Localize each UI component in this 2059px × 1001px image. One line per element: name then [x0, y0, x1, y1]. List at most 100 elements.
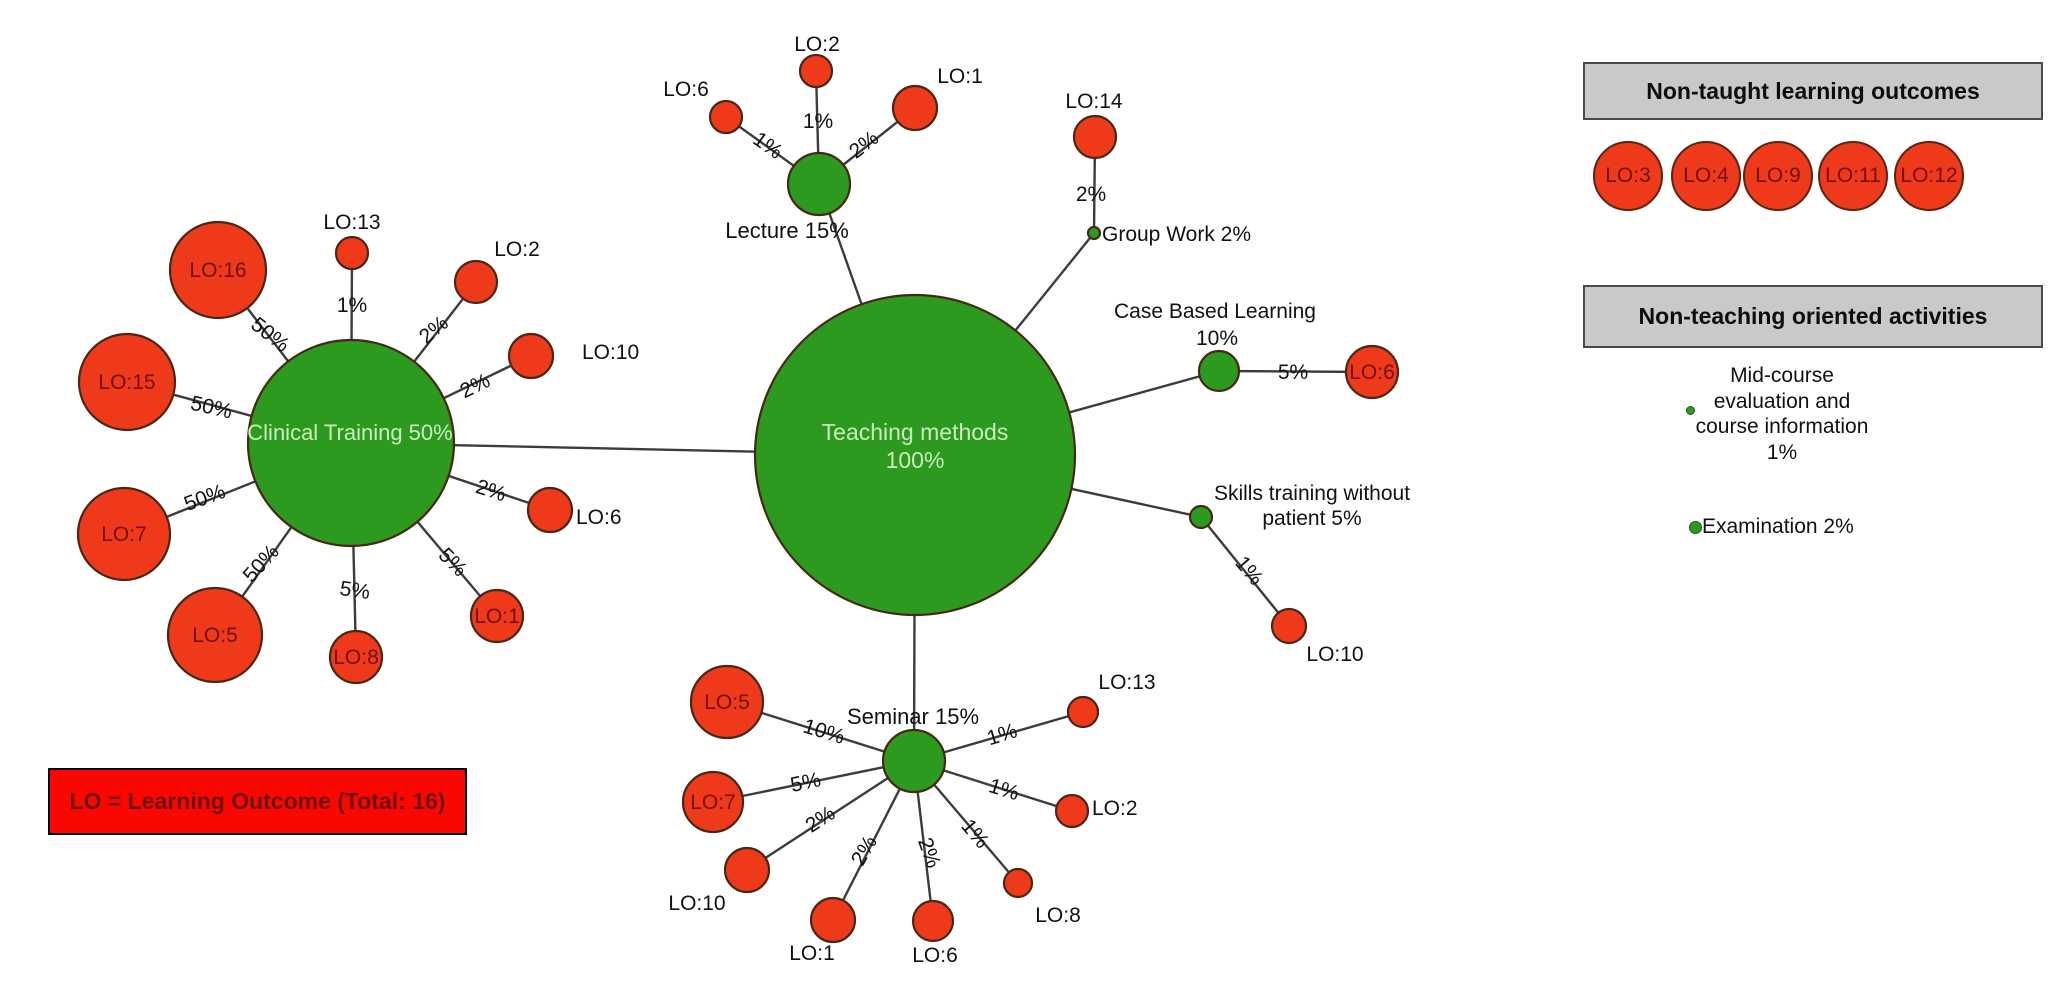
node-sk-lo10 — [1270, 607, 1308, 645]
non-taught-lo3-circle: LO:3 — [1593, 141, 1663, 211]
node-label-teaching-1: 100% — [886, 447, 945, 473]
edge-label-cl-lo7: 50% — [181, 480, 228, 516]
node-cl-lo16 — [168, 220, 268, 320]
node-cl-lo8 — [328, 629, 384, 685]
edge-skills-sk-lo10 — [1200, 516, 1290, 627]
node-label-sem-lo13-0: LO:13 — [1098, 671, 1155, 694]
edge-label-cl-lo6: 2% — [473, 475, 509, 506]
node-label-cl-lo15-0: LO:15 — [98, 371, 155, 394]
node-gw-lo14 — [1072, 114, 1118, 160]
node-label-cl-lo6-0: LO:6 — [576, 506, 622, 529]
node-label-teaching-0: Teaching methods — [822, 419, 1009, 445]
non-taught-lo3-label: LO:3 — [1605, 164, 1651, 187]
edge-label-sem-lo7: 5% — [788, 768, 822, 797]
node-label-clinical-0: Clinical Training 50% — [247, 420, 452, 445]
non-teaching-activities-title: Non-teaching oriented activities — [1638, 303, 1988, 329]
node-cl-lo15 — [77, 332, 177, 432]
non-taught-lo4-circle: LO:4 — [1671, 141, 1741, 211]
node-sem-lo6 — [911, 899, 955, 943]
node-sem-lo13 — [1066, 695, 1100, 729]
non-taught-lo11-label: LO:11 — [1825, 164, 1881, 187]
edge-label-sk-lo10: 1% — [1230, 552, 1267, 590]
edge-label-sem-lo6: 2% — [913, 835, 945, 871]
node-cl-lo7 — [76, 486, 172, 582]
node-lec-lo6 — [708, 99, 744, 135]
midcourse-line-4: 1% — [1766, 440, 1798, 464]
node-lecture — [786, 151, 852, 217]
non-taught-lo9-circle: LO:9 — [1743, 141, 1813, 211]
node-label-sem-lo10-0: LO:10 — [668, 892, 725, 915]
edge-seminar-sem-lo10 — [746, 759, 915, 872]
node-label-lecture-0: Lecture 15% — [725, 218, 849, 243]
edge-label-gw-lo14: 2% — [1076, 183, 1106, 206]
node-casebased — [1197, 349, 1241, 393]
non-taught-lo12-label: LO:12 — [1900, 164, 1958, 187]
node-sem-lo8 — [1002, 867, 1034, 899]
node-label-cbl-lo6-0: LO:6 — [1349, 361, 1395, 384]
non-taught-outcomes-title: Non-taught learning outcomes — [1646, 77, 1980, 104]
node-label-cl-lo16-0: LO:16 — [189, 259, 246, 282]
edge-label-sem-lo1: 2% — [847, 832, 882, 870]
non-teaching-activities-header: Non-teaching oriented activities — [1583, 285, 2043, 348]
edge-label-cbl-lo6: 5% — [1278, 361, 1308, 384]
node-sem-lo10 — [723, 846, 771, 894]
lo-note-text: LO = Learning Outcome (Total: 16) — [69, 788, 446, 814]
edge-label-lec-lo6: 1% — [749, 128, 787, 164]
edge-label-cl-lo8: 5% — [338, 577, 371, 604]
node-groupwork — [1086, 225, 1102, 241]
node-label-lec-lo6-0: LO:6 — [663, 78, 709, 101]
node-sem-lo2 — [1054, 793, 1090, 829]
node-teaching — [753, 293, 1077, 617]
node-label-gw-lo14-0: LO:14 — [1065, 90, 1123, 113]
node-label-skills-1: patient 5% — [1262, 507, 1361, 530]
node-label-cl-lo8-0: LO:8 — [333, 646, 379, 669]
node-skills — [1188, 504, 1214, 530]
examination-label: Examination 2% — [1702, 515, 1854, 538]
node-lec-lo1 — [891, 84, 939, 132]
node-label-lec-lo2-0: LO:2 — [794, 33, 840, 56]
edge-label-sem-lo5: 10% — [800, 715, 847, 749]
edge-label-cl-lo16: 50% — [246, 313, 293, 357]
node-label-cl-lo7-0: LO:7 — [101, 523, 147, 546]
non-taught-lo4-label: LO:4 — [1683, 164, 1729, 187]
midcourse-dot — [1686, 406, 1695, 415]
lo-note-box: LO = Learning Outcome (Total: 16) — [48, 768, 467, 835]
midcourse-line-1: Mid-course — [1730, 364, 1834, 387]
node-clinical — [246, 338, 456, 548]
node-sem-lo5 — [689, 664, 765, 740]
node-label-seminar-0: Seminar 15% — [847, 704, 979, 729]
node-cl-lo6 — [526, 486, 574, 534]
non-taught-lo11-circle: LO:11 — [1818, 141, 1888, 211]
midcourse-text: Mid-course evaluation and course informa… — [1687, 363, 1877, 465]
node-cl-lo5 — [166, 586, 264, 684]
edge-label-cl-lo13: 1% — [337, 294, 367, 317]
edge-seminar-sem-lo7 — [712, 759, 915, 804]
node-label-sem-lo7-0: LO:7 — [690, 791, 736, 814]
node-cl-lo10 — [507, 332, 555, 380]
edge-label-lec-lo2: 1% — [803, 110, 833, 133]
node-label-cl-lo13-0: LO:13 — [323, 211, 380, 234]
node-label-sem-lo5-0: LO:5 — [704, 691, 750, 714]
node-label-cl-lo2-0: LO:2 — [494, 238, 540, 261]
non-taught-lo9-label: LO:9 — [1755, 164, 1801, 187]
node-label-cl-lo5-0: LO:5 — [192, 624, 238, 647]
edge-label-cl-lo2: 2% — [415, 311, 453, 348]
midcourse-line-2: evaluation and — [1713, 389, 1851, 413]
edge-label-sem-lo13: 1% — [984, 719, 1020, 750]
node-sem-lo7 — [681, 770, 745, 834]
node-cl-lo13 — [334, 235, 370, 271]
node-label-sk-lo10-0: LO:10 — [1306, 643, 1363, 666]
node-cbl-lo6 — [1344, 344, 1400, 400]
node-cl-lo1 — [469, 588, 525, 644]
edge-label-cl-lo15: 50% — [188, 392, 234, 424]
node-label-cl-lo10-0: LO:10 — [582, 341, 639, 364]
node-lec-lo2 — [798, 53, 834, 89]
node-seminar — [881, 728, 947, 794]
node-label-casebased-0: Case Based Learning — [1114, 300, 1316, 323]
examination-dot — [1689, 521, 1702, 534]
edge-label-sem-lo2: 1% — [986, 774, 1022, 805]
node-cl-lo2 — [453, 259, 499, 305]
non-taught-outcomes-header: Non-taught learning outcomes — [1583, 62, 2043, 120]
